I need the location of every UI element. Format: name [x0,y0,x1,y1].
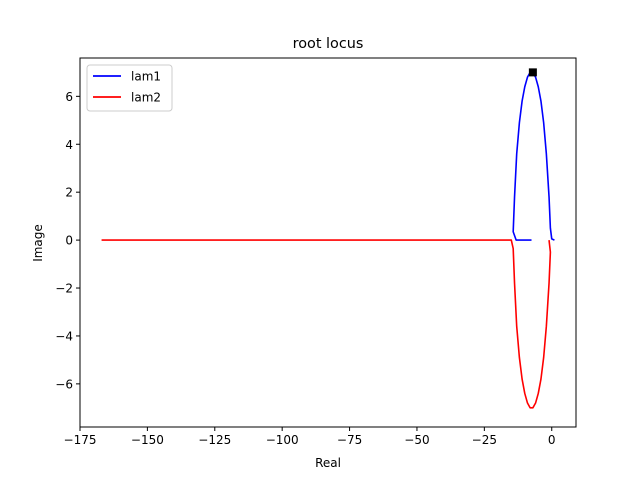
x-axis: −175 −150 −125 −100 −75 −50 −25 0 [64,427,556,447]
y-tick-label: −4 [55,329,73,343]
y-axis-label: Image [31,224,45,262]
series-layer [101,71,555,409]
y-tick-label: 4 [65,138,73,152]
y-tick-label: 6 [65,90,73,104]
x-tick-label: −150 [131,433,164,447]
x-tick-label: −50 [404,433,429,447]
marker-layer [528,68,537,77]
x-tick-label: −75 [337,433,362,447]
chart-title: root locus [293,36,364,52]
plot-area-frame [79,57,577,428]
legend-label-lam2: lam2 [131,91,161,105]
x-axis-label: Real [315,456,341,470]
y-tick-label: −6 [55,377,73,391]
legend: lam1 lam2 [86,64,173,112]
x-tick-label: −175 [64,433,97,447]
y-axis: −6 −4 −2 0 2 4 6 [55,90,80,391]
series-line-lam1 [512,71,555,241]
square-marker [528,68,537,77]
series-line-lam2 [101,239,552,409]
x-tick-label: −100 [266,433,299,447]
x-tick-label: −125 [198,433,231,447]
y-tick-label: −2 [55,282,73,296]
x-tick-label: 0 [548,433,556,447]
y-tick-label: 2 [65,186,73,200]
legend-label-lam1: lam1 [131,70,161,84]
y-tick-label: 0 [65,234,73,248]
x-tick-label: −25 [472,433,497,447]
